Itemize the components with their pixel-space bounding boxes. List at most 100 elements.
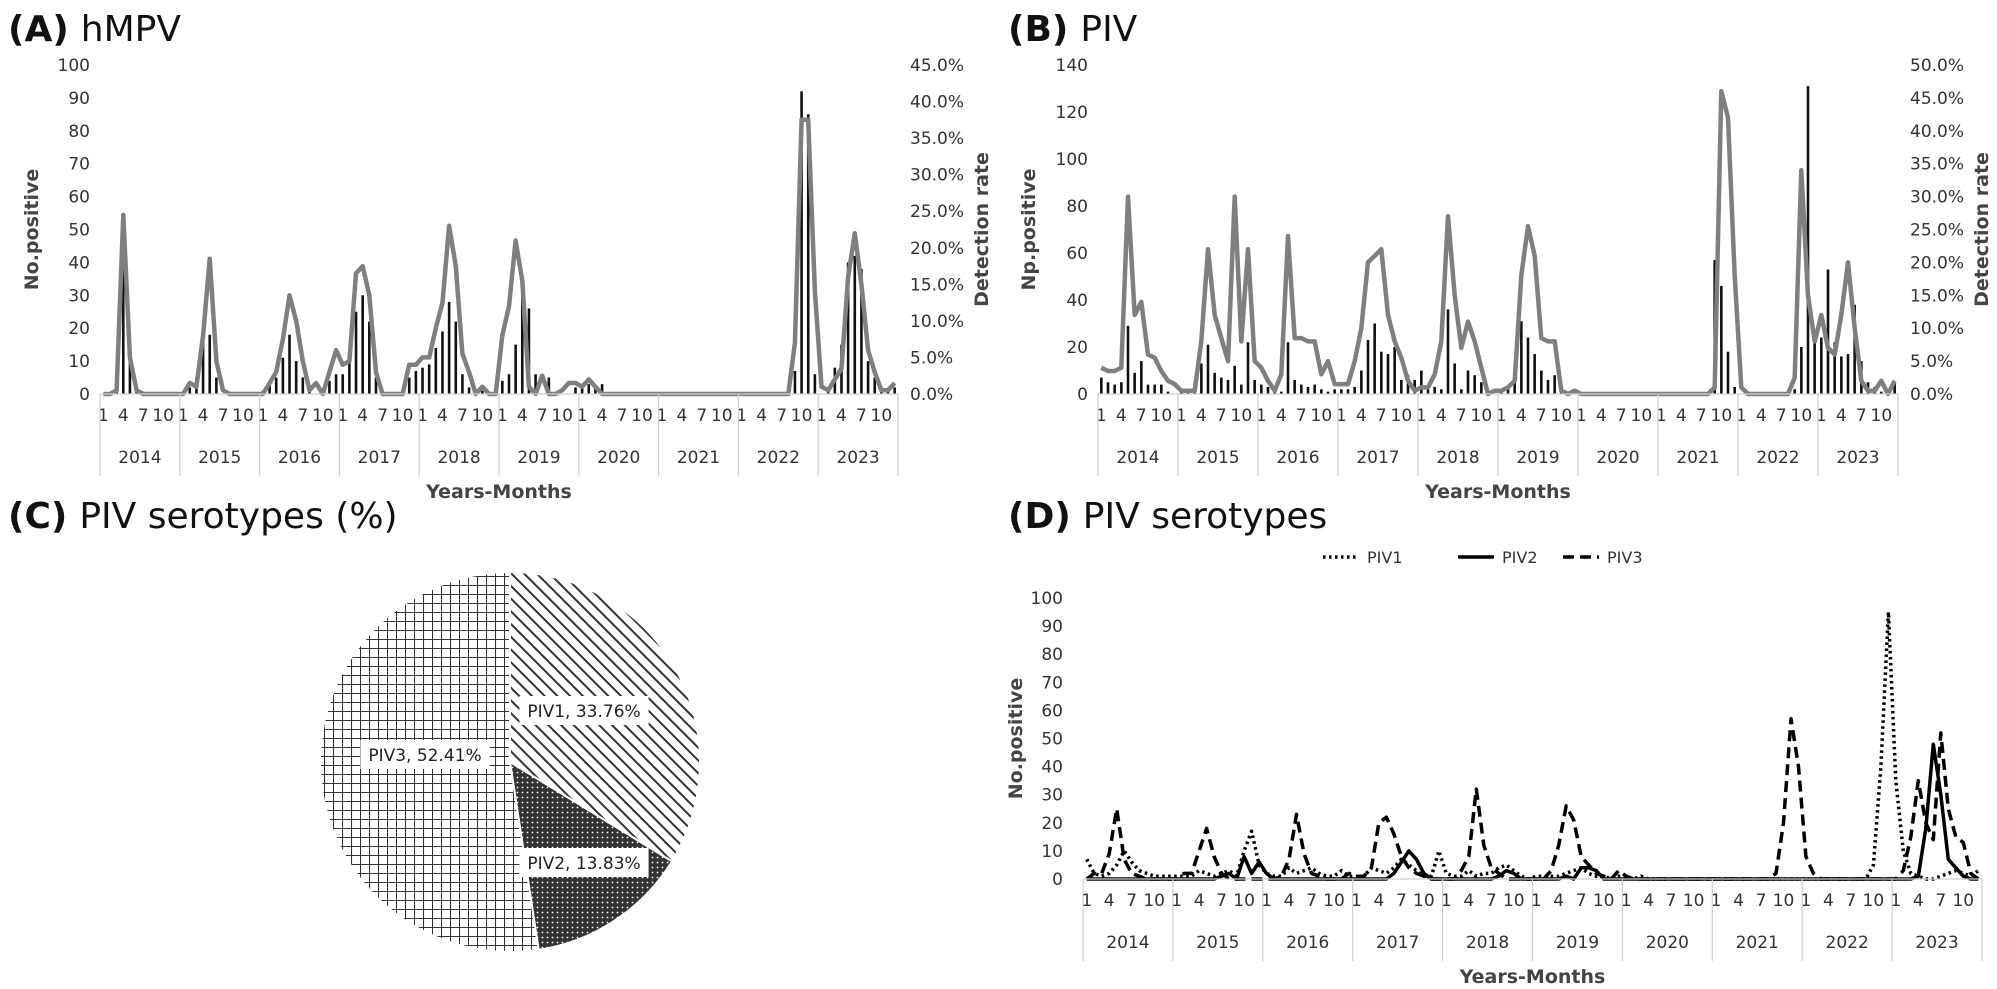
chart-b-bar	[1153, 384, 1156, 394]
chart-a-bar	[587, 384, 591, 394]
chart-b-bar	[1520, 321, 1523, 394]
chart-a-bar	[873, 377, 877, 394]
chart-a-bar	[866, 361, 870, 394]
chart-b-month-tick-label: 7	[1856, 406, 1867, 426]
chart-b-month-tick-label: 1	[1336, 406, 1347, 426]
chart-b-year-label: 2018	[1436, 448, 1479, 468]
chart-a-month-tick-label: 4	[756, 406, 767, 426]
chart-d-month-tick-label: 4	[1553, 891, 1564, 911]
chart-b-month-tick-label: 4	[1436, 406, 1447, 426]
chart-b-year-label: 2016	[1276, 448, 1319, 468]
chart-a-month-tick-label: 1	[577, 406, 588, 426]
chart-b-bar	[1360, 370, 1363, 394]
chart-a-year-label: 2023	[836, 448, 879, 468]
chart-b-y2tick-label: 40.0%	[1910, 122, 1964, 142]
chart-d-month-tick-label: 4	[1823, 891, 1834, 911]
chart-b-month-tick-label: 10	[1231, 406, 1253, 426]
chart-b-y2tick-label: 35.0%	[1910, 155, 1964, 175]
chart-d-month-tick-label: 1	[1081, 891, 1092, 911]
chart-b-bar	[1460, 389, 1463, 394]
chart-b-y2tick-label: 5.0%	[1910, 352, 1953, 372]
chart-a-bar	[800, 91, 803, 394]
chart-d-month-tick-label: 7	[1845, 891, 1856, 911]
chart-b-year-label: 2020	[1596, 448, 1639, 468]
chart-a-bar	[600, 384, 604, 394]
chart-d-ytick-label: 50	[1041, 730, 1063, 750]
chart-b-bar	[1286, 342, 1290, 394]
chart-a-month-tick-label: 10	[152, 406, 174, 426]
chart-b-month-tick-label: 1	[1176, 406, 1187, 426]
chart-b-month-tick-label: 4	[1276, 406, 1287, 426]
chart-a-bar	[421, 367, 424, 394]
chart-a-bar	[860, 268, 863, 394]
chart-b-bar	[1333, 389, 1336, 394]
chart-b-month-tick-label: 4	[1836, 406, 1847, 426]
chart-b-bar	[1266, 386, 1270, 394]
chart-b-month-tick-label: 10	[1551, 406, 1573, 426]
chart-a-month-tick-label: 1	[657, 406, 668, 426]
chart-d-month-tick-label: 1	[1171, 891, 1182, 911]
chart-b-bar	[1220, 377, 1223, 394]
chart-b-y2tick-label: 10.0%	[1910, 319, 1964, 339]
chart-d-month-tick-label: 7	[1126, 891, 1137, 911]
chart-d-series-piv3	[1085, 717, 1980, 881]
chart-b-bar	[1426, 389, 1430, 394]
chart-a-y2-axis-title: Detection rate	[971, 152, 993, 307]
chart-a-ytick-label: 40	[68, 253, 90, 273]
chart-b-bar	[1133, 372, 1136, 394]
chart-a-year-label: 2022	[757, 448, 800, 468]
chart-b-bar	[1366, 339, 1370, 394]
chart-d-month-tick-label: 7	[1666, 891, 1677, 911]
chart-b-month-tick-label: 4	[1676, 406, 1687, 426]
chart-a-month-tick-label: 7	[218, 406, 229, 426]
chart-d-legend-label: PIV1	[1367, 548, 1403, 567]
chart-d-year-label: 2019	[1556, 933, 1599, 953]
chart-b-ytick-label: 0	[1077, 385, 1088, 405]
chart-b-month-tick-label: 10	[1471, 406, 1493, 426]
chart-b-y2tick-label: 20.0%	[1910, 253, 1964, 273]
chart-d-ytick-label: 20	[1041, 814, 1063, 834]
pie-label: PIV2, 13.83%	[527, 854, 640, 874]
chart-d-year-label: 2016	[1286, 933, 1329, 953]
chart-a-bar	[454, 321, 458, 394]
chart-b-bar	[1213, 372, 1216, 394]
chart-d-ytick-label: 70	[1041, 673, 1063, 693]
chart-a-month-tick-label: 4	[277, 406, 288, 426]
chart-b-month-tick-label: 7	[1616, 406, 1627, 426]
chart-b-bar	[1146, 384, 1150, 394]
chart-b-bar	[1526, 337, 1530, 394]
chart-a-bar	[501, 380, 504, 394]
chart-a-y2tick-label: 20.0%	[910, 239, 964, 259]
chart-a-bar	[374, 377, 378, 394]
chart-b-bar	[1453, 363, 1456, 394]
chart-d-month-tick-label: 7	[1396, 891, 1407, 911]
chart-d-y-axis-title: No.positive	[1005, 678, 1027, 800]
chart-d-month-tick-label: 4	[1463, 891, 1474, 911]
chart-a-bar	[215, 377, 218, 394]
chart-b-bar	[1546, 379, 1550, 394]
chart-a-y2tick-label: 25.0%	[910, 202, 964, 222]
chart-b-month-tick-label: 4	[1116, 406, 1127, 426]
chart-d-month-tick-label: 1	[1621, 891, 1632, 911]
chart-d-year-label: 2020	[1646, 933, 1689, 953]
chart-d-legend-label: PIV2	[1502, 548, 1538, 567]
chart-b-bar	[1140, 361, 1143, 394]
chart-b-month-tick-label: 7	[1776, 406, 1787, 426]
panel-d-title: (D) PIV serotypes	[1008, 496, 1327, 537]
chart-d-month-tick-label: 10	[1143, 891, 1165, 911]
chart-a-bar	[361, 295, 364, 394]
chart-a-bar	[414, 370, 418, 394]
chart-a-month-tick-label: 4	[437, 406, 448, 426]
chart-d-month-tick-label: 4	[1913, 891, 1924, 911]
chart-d-ytick-label: 0	[1052, 870, 1063, 890]
chart-a-ytick-label: 20	[68, 319, 90, 339]
chart-b-month-tick-label: 7	[1296, 406, 1307, 426]
chart-a-ytick-label: 50	[68, 221, 90, 241]
chart-b-y2tick-label: 15.0%	[1910, 286, 1964, 306]
chart-a-bar	[447, 301, 451, 394]
chart-b-y2tick-label: 0.0%	[1910, 385, 1953, 405]
chart-d-month-tick-label: 10	[1233, 891, 1255, 911]
chart-b-bar	[1733, 386, 1736, 394]
chart-b-month-tick-label: 7	[1136, 406, 1147, 426]
chart-d-month-tick-label: 1	[1890, 891, 1901, 911]
